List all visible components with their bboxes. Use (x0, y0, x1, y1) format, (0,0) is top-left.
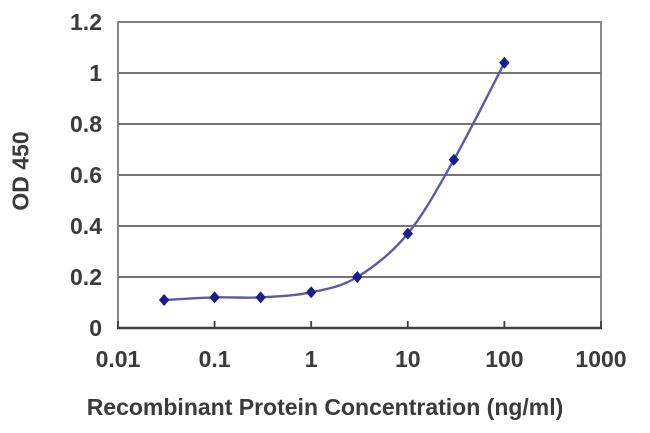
y-tick-label: 0.8 (70, 111, 102, 137)
y-tick-label: 0.4 (70, 213, 102, 239)
x-tick-label: 100 (485, 346, 523, 372)
y-tick-label: 0.2 (70, 264, 102, 290)
x-tick-label: 0.01 (96, 346, 141, 372)
y-tick-label: 0.6 (70, 162, 102, 188)
x-tick-label: 0.1 (199, 346, 231, 372)
x-tick-label: 10 (395, 346, 421, 372)
y-tick-label: 0 (89, 315, 102, 341)
y-tick-label: 1 (89, 60, 102, 86)
data-point-marker (448, 153, 460, 166)
data-point-marker (306, 286, 317, 299)
x-tick-label: 1 (305, 346, 318, 372)
data-point-marker (209, 291, 220, 304)
data-point-marker (255, 291, 266, 304)
data-point-marker (352, 271, 363, 283)
x-tick-label: 1000 (575, 346, 626, 372)
y-axis-title: OD 450 (7, 131, 34, 211)
data-point-marker (402, 227, 413, 240)
data-point-marker (499, 56, 510, 69)
x-axis-title: Recombinant Protein Concentration (ng/ml… (86, 394, 564, 420)
data-point-marker (158, 293, 170, 306)
y-tick-label: 1.2 (70, 9, 102, 35)
